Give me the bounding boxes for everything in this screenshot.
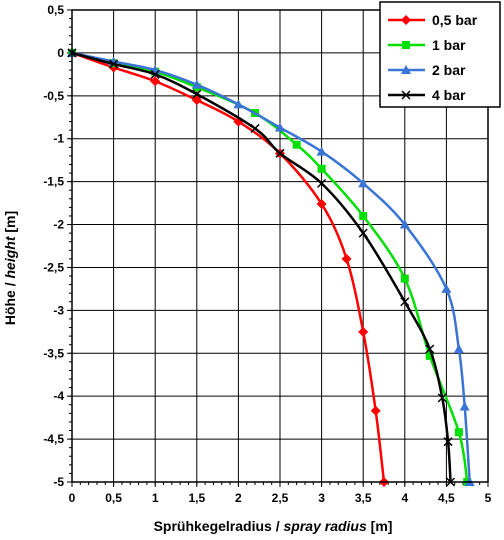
data-point-diamond [401, 15, 411, 25]
data-point-square [292, 140, 301, 149]
x-tick-label: 0,5 [105, 491, 122, 505]
data-series [67, 47, 475, 487]
data-point-x [150, 69, 160, 79]
x-tick-label: 4 [401, 491, 408, 505]
data-point-triangle [358, 178, 369, 188]
data-point-x [400, 297, 410, 307]
y-tick-label: -3,5 [43, 346, 64, 360]
data-point-triangle [453, 343, 464, 353]
data-point-triangle [441, 283, 452, 293]
data-point-square [359, 211, 368, 220]
y-tick-label: -4,5 [43, 432, 64, 446]
x-tick-label: 2,5 [272, 491, 289, 505]
x-tick-label: 1 [152, 491, 159, 505]
data-point-triangle [233, 99, 244, 109]
x-tick-label: 1,5 [188, 491, 205, 505]
x-tick-label: 3 [318, 491, 325, 505]
data-point-x [317, 178, 327, 188]
y-tick-label: -2 [53, 218, 64, 232]
y-tick-label: 0,5 [47, 3, 64, 17]
data-point-x [425, 344, 435, 354]
x-tick-label: 2 [235, 491, 242, 505]
data-point-x [109, 59, 119, 69]
data-point-triangle [399, 219, 410, 229]
x-axis-title: Sprühkegelradius / spray radius [m] [154, 518, 393, 534]
legend-label: 4 bar [432, 87, 466, 103]
y-tick-label: -3 [53, 303, 64, 317]
legend-label: 1 bar [432, 37, 466, 53]
legend-label: 2 bar [432, 62, 466, 78]
x-tick-label: 5 [485, 491, 492, 505]
data-point-x [192, 89, 202, 99]
data-point-square [317, 164, 326, 173]
x-tick-label: 4,5 [438, 491, 455, 505]
y-axis-title: Höhe / height [m] [2, 211, 18, 325]
data-point-x [250, 123, 260, 133]
y-tick-label: -0,5 [43, 89, 64, 103]
y-tick-label: -1,5 [43, 175, 64, 189]
legend-label: 0,5 bar [432, 12, 478, 28]
data-point-x [401, 90, 411, 100]
data-point-diamond [358, 326, 369, 337]
data-point-x [443, 437, 453, 447]
y-tick-label: -4 [53, 389, 64, 403]
y-tick-label: 0 [57, 46, 64, 60]
data-point-square [402, 41, 410, 49]
series-3 [67, 48, 456, 487]
data-point-square [425, 351, 434, 360]
data-point-square [400, 274, 409, 283]
data-point-triangle [191, 79, 202, 89]
data-point-x [275, 148, 285, 158]
data-point-triangle [401, 65, 411, 74]
data-point-diamond [316, 198, 327, 209]
data-point-triangle [316, 146, 327, 156]
axis-ticks: 0 0,5 1 1,5 2 2,5 3 3,5 4 4,5 5 0,5 0 -0,5 -1 -1,5 -2 -2,… [43, 3, 491, 505]
data-point-diamond [150, 76, 161, 87]
x-tick-label: 0 [69, 491, 76, 505]
data-point-square [454, 428, 463, 437]
data-point-diamond [370, 405, 381, 416]
plot-area-frame [71, 9, 489, 483]
y-tick-label: -2,5 [43, 260, 64, 274]
data-point-triangle [275, 122, 285, 132]
legend: 0,5 bar 1 bar 2 bar 4 bar [379, 1, 501, 108]
y-tick-label: -5 [53, 475, 64, 489]
x-tick-label: 3,5 [355, 491, 372, 505]
data-point-diamond [341, 253, 352, 264]
data-point-triangle [459, 401, 470, 411]
data-point-x [437, 393, 447, 403]
data-point-x [358, 228, 368, 238]
y-tick-label: -1 [53, 132, 64, 146]
series-2 [67, 47, 475, 486]
